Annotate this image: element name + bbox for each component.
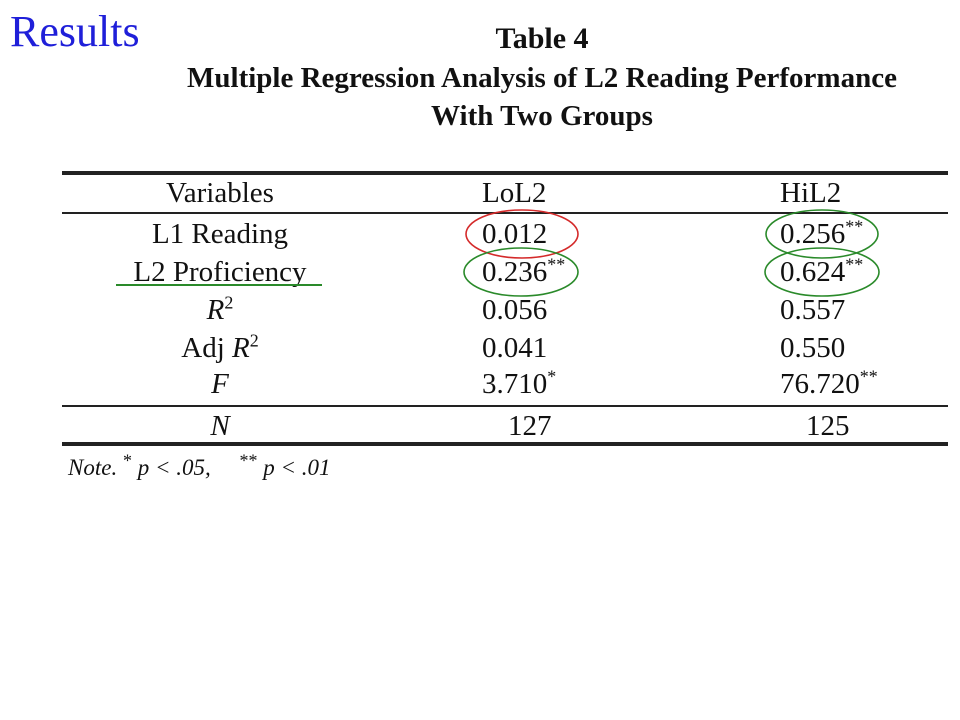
cell-l1-reading-lol2: 0.012: [482, 218, 548, 250]
table-title: Multiple Regression Analysis of L2 Readi…: [187, 62, 897, 94]
row-label-l2-proficiency: L2 Proficiency: [133, 256, 307, 288]
cell-adj-r-squared-hil2: 0.550: [780, 332, 846, 364]
slide-heading: Results: [10, 7, 140, 56]
table-mid-rule: [62, 405, 948, 407]
row-label-f: F: [211, 368, 229, 400]
table-header-rule: [62, 212, 948, 214]
cell-n-lol2: 127: [508, 410, 552, 442]
table-top-rule: [62, 171, 948, 175]
cell-f-lol2: 3.710*: [482, 366, 557, 400]
row-label-adj-r-squared: Adj R2: [181, 330, 259, 364]
column-header-lol2: LoL2: [482, 177, 547, 209]
table-title-line2: With Two Groups: [431, 100, 653, 132]
table-note: Note. * p < .05, ** p < .01: [68, 450, 331, 480]
cell-f-hil2: 76.720**: [780, 366, 878, 400]
cell-l1-reading-hil2: 0.256**: [780, 216, 864, 250]
row-label-r-squared: R2: [206, 292, 234, 326]
column-header-hil2: HiL2: [780, 177, 842, 209]
row-label-n: N: [210, 410, 230, 442]
cell-n-hil2: 125: [806, 410, 850, 442]
table-bottom-rule: [62, 442, 948, 446]
cell-adj-r-squared-lol2: 0.041: [482, 332, 548, 364]
table-number: Table 4: [495, 22, 589, 55]
cell-r-squared-hil2: 0.557: [780, 294, 846, 326]
column-header-variables: Variables: [166, 177, 274, 209]
cell-l2-proficiency-lol2: 0.236**: [482, 254, 566, 288]
cell-r-squared-lol2: 0.056: [482, 294, 548, 326]
cell-l2-proficiency-hil2: 0.624**: [780, 254, 864, 288]
row-label-l1-reading: L1 Reading: [151, 218, 289, 250]
